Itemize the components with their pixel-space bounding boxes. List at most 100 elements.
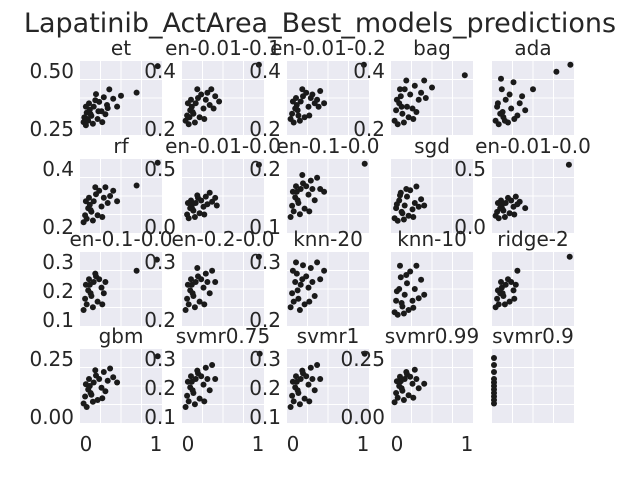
panel-title: gbm	[99, 324, 144, 348]
data-point	[410, 116, 417, 122]
data-point	[96, 276, 103, 283]
data-point	[403, 272, 410, 278]
data-point	[184, 392, 191, 399]
data-point	[506, 91, 513, 98]
data-point	[201, 116, 208, 122]
y-tick-label: 0.1	[42, 308, 74, 332]
data-point	[401, 202, 408, 209]
data-point	[90, 198, 97, 205]
data-point	[393, 378, 400, 385]
data-point	[94, 397, 101, 403]
data-point	[290, 208, 297, 215]
data-point	[553, 68, 560, 75]
chart-title: Lapatinib_ActArea_Best_models_prediction…	[24, 8, 616, 39]
data-point	[498, 197, 504, 204]
scatter-panel: ada	[492, 36, 574, 135]
data-point	[104, 200, 111, 206]
data-point	[409, 105, 416, 112]
data-point	[498, 279, 504, 285]
y-tick-label: 0.2	[144, 376, 176, 400]
data-point	[303, 89, 310, 96]
data-point	[216, 98, 223, 105]
data-point	[397, 192, 403, 199]
data-point	[184, 378, 191, 385]
data-point	[409, 206, 416, 213]
data-point	[491, 369, 497, 375]
data-point	[499, 206, 506, 213]
data-point	[393, 107, 400, 114]
data-point	[297, 98, 304, 105]
data-point	[403, 186, 410, 192]
data-point	[321, 188, 328, 195]
data-point	[398, 208, 405, 215]
data-point	[498, 75, 504, 82]
data-point	[86, 376, 92, 382]
data-point	[494, 287, 501, 294]
data-point	[82, 393, 89, 400]
data-point	[409, 380, 416, 387]
data-point	[94, 298, 101, 305]
data-point	[422, 95, 429, 101]
data-point	[405, 114, 412, 121]
data-point	[188, 103, 195, 110]
data-point	[317, 88, 324, 94]
data-point	[90, 379, 97, 386]
data-point	[90, 279, 97, 285]
data-point	[516, 100, 523, 107]
data-point	[201, 211, 208, 218]
panel-title: svmr0.75	[176, 324, 271, 348]
data-point	[400, 310, 407, 317]
data-point	[404, 280, 410, 287]
data-point	[303, 373, 310, 380]
data-point	[110, 95, 117, 102]
data-point	[198, 276, 205, 283]
data-point	[410, 394, 417, 401]
panel-title: en-0.1-0.0	[69, 227, 172, 251]
data-point	[307, 364, 314, 371]
data-point	[99, 214, 106, 220]
data-point	[321, 100, 328, 107]
data-point	[82, 295, 89, 302]
data-point	[491, 355, 497, 361]
data-point	[293, 259, 299, 266]
data-point	[83, 301, 90, 308]
data-point	[86, 194, 92, 201]
data-point	[307, 265, 314, 271]
data-point	[107, 193, 114, 199]
y-tick-label: 0.1	[249, 215, 281, 239]
data-point	[305, 103, 312, 110]
data-point	[314, 96, 321, 103]
x-tick-label: 1	[461, 432, 474, 456]
data-point	[299, 86, 306, 93]
y-tick-label: 0.3	[144, 347, 176, 371]
data-point	[400, 397, 407, 403]
data-point	[512, 281, 519, 288]
data-point	[294, 287, 301, 294]
data-point	[303, 183, 310, 190]
data-point	[409, 297, 416, 304]
data-point	[410, 214, 417, 220]
data-point	[415, 203, 422, 210]
data-point	[499, 109, 506, 115]
data-point	[297, 281, 304, 288]
y-tick-label: 0.25	[29, 347, 74, 371]
y-tick-label: 0.3	[249, 347, 281, 371]
scatter-panel: et 0.25 0.50	[29, 36, 162, 141]
data-point	[104, 105, 111, 112]
data-point	[87, 111, 94, 118]
data-point	[256, 350, 263, 357]
data-point	[90, 103, 97, 110]
data-point	[405, 212, 412, 219]
scatter-panel: gbm 0.00 0.25 0 1	[29, 324, 162, 456]
data-point	[204, 376, 211, 382]
data-point	[192, 200, 199, 206]
data-point	[394, 394, 401, 401]
data-point	[98, 284, 105, 291]
panel-title: svmr0.9	[492, 324, 574, 348]
y-tick-label: 0.4	[353, 59, 385, 83]
data-point	[100, 194, 107, 201]
data-point	[196, 114, 203, 121]
data-point	[411, 200, 418, 206]
scatter-panel: svmr0.750.10.20.30 1	[144, 324, 270, 456]
data-point	[397, 274, 404, 281]
